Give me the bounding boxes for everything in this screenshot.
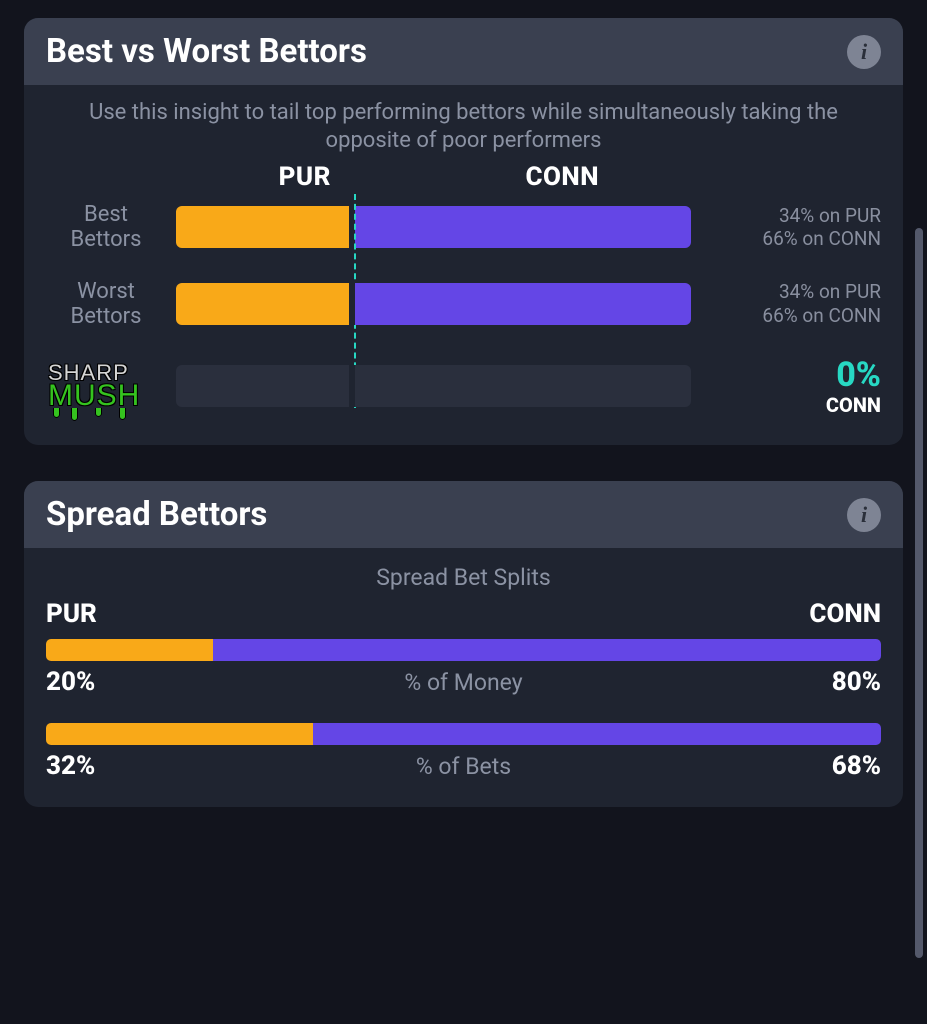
pct-on-a: 34% on PUR <box>701 204 881 228</box>
row-sharp-mush: SHARP MUSH <box>46 355 881 417</box>
bar-segment-b <box>355 283 691 325</box>
metric-label: % of Money <box>404 669 522 696</box>
team-b-label: CONN <box>434 162 692 192</box>
result-team: CONN <box>701 393 881 417</box>
bar-right-text: 34% on PUR 66% on CONN <box>701 280 881 328</box>
team-a-label: PUR <box>46 599 97 629</box>
metric-label: % of Bets <box>416 753 511 780</box>
pct-on-a: 34% on PUR <box>701 280 881 304</box>
bar-segment-b <box>355 365 691 407</box>
info-icon[interactable]: i <box>847 35 881 69</box>
spread-teams: PUR CONN <box>46 599 881 629</box>
team-b-label: CONN <box>809 599 881 629</box>
row-money-labels: 20% % of Money 80% <box>46 667 881 697</box>
bar-track <box>176 365 691 407</box>
bar-segment-b <box>313 723 881 745</box>
bar-segment-a <box>176 365 349 407</box>
row-label: Best Bettors <box>46 202 166 253</box>
bar-segment-a <box>176 206 349 248</box>
pct-on-b: 66% on CONN <box>701 304 881 328</box>
pct-a: 32% <box>46 751 95 781</box>
card-body: Use this insight to tail top performing … <box>24 85 903 445</box>
bar-right-text: 34% on PUR 66% on CONN <box>701 204 881 252</box>
card-title: Best vs Worst Bettors <box>46 32 367 71</box>
pct-on-b: 66% on CONN <box>701 227 881 251</box>
pct-b: 68% <box>832 751 881 781</box>
card-spread-bettors: Spread Bettors i Spread Bet Splits PUR C… <box>24 481 903 807</box>
row-label: Worst Bettors <box>46 279 166 330</box>
row-best-bettors: Best Bettors 34% on PUR 66% on CONN <box>46 202 881 253</box>
card-subtitle: Use this insight to tail top performing … <box>46 99 881 160</box>
card-title: Spread Bettors <box>46 495 267 534</box>
logo-line2: MUSH <box>48 383 140 409</box>
pct-b: 80% <box>832 667 881 697</box>
bar-worst <box>176 283 691 325</box>
bar-money <box>46 639 881 661</box>
bar-track <box>176 206 691 248</box>
row-bets-labels: 32% % of Bets 68% <box>46 751 881 781</box>
bar-segment-a <box>176 283 349 325</box>
bar-segment-b <box>355 206 691 248</box>
bar-best <box>176 206 691 248</box>
bar-bets <box>46 723 881 745</box>
scrollbar[interactable] <box>915 228 923 958</box>
page: Best vs Worst Bettors i Use this insight… <box>0 0 927 873</box>
info-icon[interactable]: i <box>847 498 881 532</box>
bar-sharp-mush <box>176 365 691 407</box>
pct-a: 20% <box>46 667 95 697</box>
bar-segment-b <box>213 639 881 661</box>
bar-segment-a <box>46 723 313 745</box>
result-pct: 0% <box>836 355 881 395</box>
card-best-vs-worst: Best vs Worst Bettors i Use this insight… <box>24 18 903 445</box>
card-body: Spread Bet Splits PUR CONN 20% % of Mone… <box>24 548 903 807</box>
card-subtitle: Spread Bet Splits <box>46 564 881 591</box>
sharp-mush-result: 0% CONN <box>701 355 881 417</box>
bar-segment-a <box>46 639 213 661</box>
team-a-label: PUR <box>176 162 434 192</box>
card-header: Spread Bettors i <box>24 481 903 548</box>
team-header-bar: PUR CONN <box>176 162 691 192</box>
sharp-mush-logo: SHARP MUSH <box>46 364 166 408</box>
team-header-row: PUR CONN <box>46 162 881 192</box>
bar-track <box>176 283 691 325</box>
row-worst-bettors: Worst Bettors 34% on PUR 66% on CONN <box>46 279 881 330</box>
card-header: Best vs Worst Bettors i <box>24 18 903 85</box>
